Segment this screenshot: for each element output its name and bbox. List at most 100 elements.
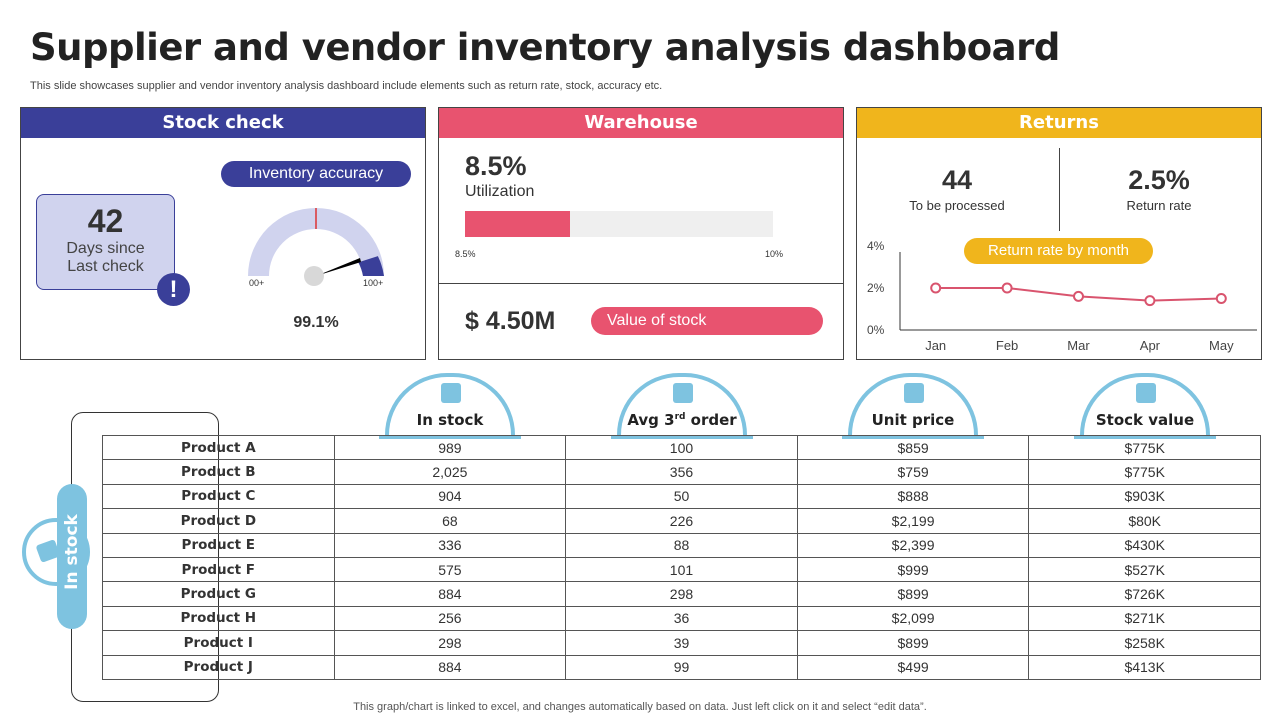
- divider: [1059, 148, 1060, 231]
- stock-check-panel: Stock check 42 Days since Last check ! I…: [20, 107, 426, 360]
- product-name: Product H: [102, 605, 335, 632]
- price-tag-icon: [904, 383, 924, 403]
- product-name: Product I: [102, 630, 335, 656]
- accuracy-gauge: [248, 208, 384, 286]
- cell: $271K: [1028, 605, 1261, 632]
- data-point: [1001, 282, 1013, 294]
- warehouse-header: Warehouse: [439, 108, 843, 138]
- side-label: In stock: [62, 514, 82, 590]
- return-rate-label: Return rate: [1126, 198, 1192, 213]
- side-label-pill: In stock: [57, 484, 87, 629]
- data-point: [1073, 290, 1084, 302]
- col-label: Avg 3rd order: [627, 411, 737, 429]
- x-tick-label: Jan: [925, 338, 946, 353]
- gauge-hub: [304, 266, 324, 286]
- y-tick-label: 0%: [867, 323, 885, 337]
- gauge-max-label: 100+: [363, 278, 384, 288]
- y-tick-label: 2%: [867, 281, 885, 295]
- x-tick-label: May: [1209, 338, 1234, 353]
- money-icon: [1136, 383, 1156, 403]
- stock-check-header: Stock check: [21, 108, 425, 138]
- col-header-in-stock: In stock: [379, 373, 521, 439]
- product-name: Product A: [102, 434, 335, 461]
- inventory-table: Product A 989 100 $859 $775K Product B 2,025 35…: [102, 434, 1261, 680]
- chart-title: Return rate by month: [964, 238, 1153, 264]
- x-tick-label: Feb: [996, 338, 1018, 353]
- returns-header: Returns: [857, 108, 1261, 138]
- cell: 39: [565, 630, 798, 656]
- cell: $775K: [1028, 459, 1261, 485]
- utilization-value: 8.5%: [465, 151, 527, 181]
- order-icon: [673, 383, 693, 403]
- cell: $413K: [1028, 654, 1261, 680]
- cell: 298: [565, 581, 798, 607]
- cell: 36: [565, 605, 798, 632]
- returns-panel: Returns 44 To be processed 2.5% Return r…: [856, 107, 1262, 360]
- cell: $903K: [1028, 483, 1261, 510]
- table-row: Product I 298 39 $899 $258K: [102, 630, 1261, 656]
- product-name: Product D: [102, 508, 335, 534]
- value-of-stock-label: Value of stock: [591, 307, 823, 335]
- cell: $258K: [1028, 630, 1261, 656]
- cell: $2,399: [796, 532, 1030, 558]
- cell: 884: [333, 581, 567, 607]
- table-row: Product G 884 298 $899 $726K: [102, 581, 1261, 607]
- table-row: Product A 989 100 $859 $775K: [102, 434, 1261, 461]
- gauge-accent: [358, 256, 384, 276]
- cell: 68: [333, 508, 567, 534]
- col-label: Stock value: [1095, 411, 1195, 429]
- cell: 226: [565, 508, 798, 534]
- footer-note: This graph/chart is linked to excel, and…: [353, 701, 927, 713]
- cell: 99: [565, 654, 798, 680]
- cell: $80K: [1028, 508, 1261, 534]
- warehouse-panel: Warehouse 8.5% Utilization 8.5% 10% $ 4.…: [438, 107, 844, 360]
- to-process-value: 44: [941, 165, 973, 195]
- cell: $527K: [1028, 556, 1261, 583]
- product-name: Product F: [102, 556, 335, 583]
- col-label: Unit price: [871, 411, 955, 429]
- cell: 50: [565, 483, 798, 510]
- table-row: Product B 2,025 356 $759 $775K: [102, 459, 1261, 485]
- cell: $2,099: [796, 605, 1030, 632]
- cell: $899: [796, 630, 1030, 656]
- inventory-accuracy-label: Inventory accuracy: [221, 161, 411, 187]
- table-row: Product D 68 226 $2,199 $80K: [102, 508, 1261, 534]
- utilization-label: Utilization: [465, 183, 535, 200]
- cell: 904: [333, 483, 567, 510]
- data-point: [1215, 293, 1227, 304]
- return-rate-chart: 0% 2% 4% Jan Feb Mar Apr May: [867, 239, 1257, 353]
- cell: $899: [796, 581, 1030, 607]
- cell: $999: [796, 556, 1030, 583]
- to-process-label: To be processed: [909, 198, 1005, 213]
- cell: 989: [333, 434, 567, 461]
- table-row: Product F 575 101 $999 $527K: [102, 556, 1261, 583]
- table-row: Product J 884 99 $499 $413K: [102, 654, 1261, 680]
- cell: $775K: [1028, 434, 1261, 461]
- utilization-bar-fill: [465, 211, 570, 237]
- table-row: Product E 336 88 $2,399 $430K: [102, 532, 1261, 558]
- cell: $759: [796, 459, 1030, 485]
- cell: 2,025: [333, 459, 567, 485]
- page-title: Supplier and vendor inventory analysis d…: [30, 26, 1060, 69]
- gauge-min-label: 00+: [249, 278, 265, 288]
- bar-min-label: 8.5%: [455, 249, 476, 259]
- cell: $2,199: [796, 508, 1030, 534]
- product-name: Product C: [102, 483, 335, 510]
- cell: $430K: [1028, 532, 1261, 558]
- product-name: Product B: [102, 459, 335, 485]
- days-label-2: Last check: [67, 258, 144, 275]
- accuracy-value: 99.1%: [293, 314, 339, 331]
- x-tick-label: Mar: [1067, 338, 1090, 353]
- col-header-stock-value: Stock value: [1074, 373, 1216, 439]
- cell: 336: [333, 532, 567, 558]
- cell: $726K: [1028, 581, 1261, 607]
- cell: $859: [796, 434, 1030, 461]
- table-row: Product H 256 36 $2,099 $271K: [102, 605, 1261, 632]
- y-tick-label: 4%: [867, 239, 885, 253]
- days-since-card: 42 Days since Last check: [36, 194, 175, 290]
- stock-value: $ 4.50M: [465, 307, 556, 335]
- data-point: [930, 282, 942, 294]
- cell: $499: [796, 654, 1030, 680]
- cell: 356: [565, 459, 798, 485]
- cell: $888: [796, 483, 1030, 510]
